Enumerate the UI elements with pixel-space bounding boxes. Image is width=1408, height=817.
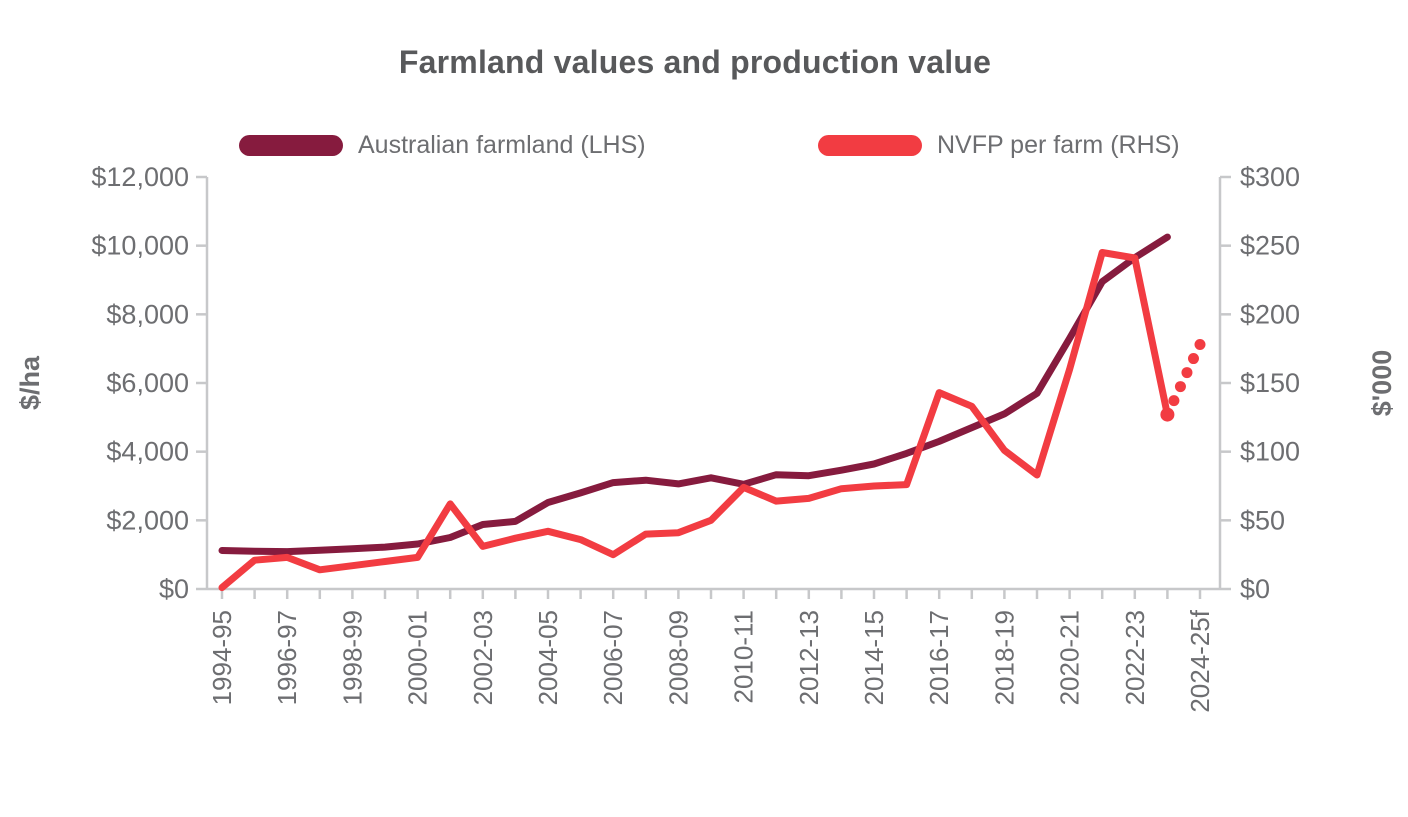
chart-title: Farmland values and production value: [398, 44, 992, 80]
x-tick-label: 2006-07: [598, 610, 628, 705]
x-tick-label: 1994-95: [207, 610, 237, 705]
nvfp-legend-swatch-icon: [818, 135, 922, 156]
y-right-tick-label: $50: [1240, 505, 1285, 535]
x-tick-label: 2018-19: [989, 610, 1019, 705]
legend-item-nvfp: NVFP per farm (RHS): [818, 131, 1180, 160]
y-left-tick-label: $0: [159, 574, 189, 604]
y-right-tick-label: $200: [1240, 299, 1300, 329]
legend-item-farmland: Australian farmland (LHS): [239, 131, 646, 160]
y-right-tick-label: $100: [1240, 437, 1300, 467]
left-axis-unit-label: $/ha: [15, 355, 45, 410]
x-tick-label: 2022-23: [1120, 610, 1150, 705]
x-tick-label: 2002-03: [468, 610, 498, 705]
x-tick-label: 2012-13: [794, 610, 824, 705]
nvfp-forecast-dot: [1194, 339, 1206, 351]
nvfp-forecast-dot: [1168, 395, 1180, 407]
y-left-tick-label: $8,000: [106, 299, 189, 329]
x-tick-label: 2000-01: [403, 610, 433, 705]
legend-label-farmland: Australian farmland (LHS): [358, 131, 646, 159]
x-tick-label: 2024-25f: [1185, 609, 1215, 712]
y-left-tick-label: $6,000: [106, 368, 189, 398]
x-tick-label: 2016-17: [924, 610, 954, 705]
nvfp-forecast-dot: [1187, 353, 1199, 365]
y-left-tick-label: $4,000: [106, 437, 189, 467]
x-tick-label: 2004-05: [533, 610, 563, 705]
farmland-series-line: [218, 233, 1171, 556]
x-tick-label: 1996-97: [272, 610, 302, 705]
y-right-tick-label: $0: [1240, 574, 1270, 604]
y-left-tick-label: $10,000: [91, 231, 189, 261]
nvfp-series-line: [218, 249, 1171, 592]
y-left-tick-label: $2,000: [106, 505, 189, 535]
nvfp-series-end-dot: [1160, 407, 1175, 422]
nvfp-forecast-dot: [1181, 367, 1193, 379]
x-tick-label: 2008-09: [663, 610, 693, 705]
x-tick-label: 2010-11: [729, 610, 759, 704]
y-right-tick-label: $250: [1240, 231, 1300, 261]
legend-label-nvfp: NVFP per farm (RHS): [937, 131, 1180, 159]
nvfp-forecast-dot: [1174, 381, 1186, 393]
right-axis-unit-label: $'000: [1367, 350, 1397, 417]
y-right-tick-label: $150: [1240, 368, 1300, 398]
x-tick-label: 2014-15: [859, 610, 889, 705]
y-right-tick-label: $300: [1240, 162, 1300, 192]
y-left-tick-label: $12,000: [91, 162, 189, 192]
x-tick-label: 1998-99: [337, 610, 367, 705]
farmland-legend-swatch-icon: [239, 135, 343, 156]
x-tick-label: 2020-21: [1055, 610, 1085, 705]
